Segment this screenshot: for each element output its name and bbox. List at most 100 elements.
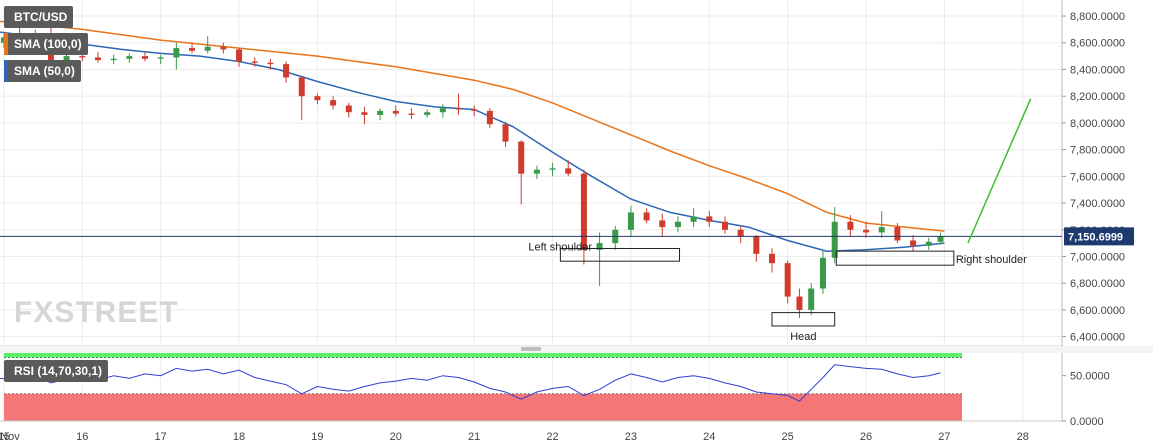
candle-body[interactable]: [565, 168, 572, 174]
price-tick-label: 8,800.0000: [1070, 11, 1125, 23]
pattern-label: Head: [790, 331, 816, 343]
candle-body[interactable]: [894, 227, 901, 241]
price-tick-label: 7,000.0000: [1070, 251, 1125, 263]
x-tick-label: 28: [1017, 431, 1029, 443]
candle-body[interactable]: [126, 56, 133, 59]
x-tick-label: 20: [390, 431, 402, 443]
candle-body[interactable]: [721, 221, 728, 230]
candle-body[interactable]: [659, 220, 666, 228]
candle-body[interactable]: [141, 56, 148, 59]
candle-body[interactable]: [251, 61, 258, 63]
price-tick-label: 6,800.0000: [1070, 278, 1125, 290]
candle-body[interactable]: [63, 56, 70, 61]
price-tick-label: 6,400.0000: [1070, 332, 1125, 344]
x-tick-label: 15: [0, 431, 10, 443]
candle-body[interactable]: [94, 57, 101, 61]
rsi-overbought-zone: [4, 353, 962, 358]
candle-body[interactable]: [330, 100, 337, 106]
candle-body[interactable]: [769, 253, 776, 264]
candle-body[interactable]: [925, 241, 932, 246]
candle-body[interactable]: [502, 124, 509, 142]
rsi-line: [0, 364, 941, 402]
x-tick-label: 17: [155, 431, 167, 443]
candle-body[interactable]: [283, 64, 290, 78]
candle-body[interactable]: [753, 236, 760, 254]
candle-body[interactable]: [596, 243, 603, 250]
candle-body[interactable]: [784, 263, 791, 297]
candle-body[interactable]: [377, 110, 384, 115]
candle-body[interactable]: [627, 212, 634, 230]
candle-body[interactable]: [439, 108, 446, 113]
candle-body[interactable]: [706, 216, 713, 222]
candle-body[interactable]: [690, 216, 697, 222]
pattern-label: Right shoulder: [956, 254, 1027, 266]
candle-body[interactable]: [408, 113, 415, 115]
rsi-tick-label: 50.0000: [1070, 371, 1110, 383]
pattern-label: Left shoulder: [528, 241, 592, 253]
candle-body[interactable]: [518, 141, 525, 174]
legend-rsi[interactable]: RSI (14,70,30,1): [4, 360, 109, 382]
candle-body[interactable]: [189, 48, 196, 51]
legend-symbol[interactable]: BTC/USD: [4, 6, 74, 28]
candle-body[interactable]: [808, 288, 815, 310]
price-tick-label: 6,600.0000: [1070, 305, 1125, 317]
x-tick-label: 25: [782, 431, 794, 443]
candle-body[interactable]: [819, 257, 826, 289]
price-tick-label: 8,600.0000: [1070, 38, 1125, 50]
candle-body[interactable]: [643, 212, 650, 221]
candle-body[interactable]: [267, 62, 274, 65]
x-tick-label: 16: [76, 431, 88, 443]
candle-body[interactable]: [878, 227, 885, 233]
pattern-box[interactable]: [771, 312, 836, 327]
candle-body[interactable]: [471, 109, 478, 111]
rsi-tick-label: 0.0000: [1070, 416, 1104, 428]
candle-body[interactable]: [580, 173, 587, 250]
pattern-box[interactable]: [559, 247, 681, 262]
candle-body[interactable]: [674, 221, 681, 228]
candle-body[interactable]: [549, 168, 556, 170]
candle-body[interactable]: [110, 58, 117, 61]
legend-sma100[interactable]: SMA (100,0): [4, 33, 88, 55]
candle-body[interactable]: [937, 236, 944, 242]
candle-body[interactable]: [314, 96, 321, 101]
price-tick-label: 7,600.0000: [1070, 171, 1125, 183]
x-tick-label: 19: [311, 431, 323, 443]
candle-body[interactable]: [79, 56, 86, 58]
price-tick-label: 7,400.0000: [1070, 198, 1125, 210]
candle-body[interactable]: [831, 221, 838, 258]
current-price-tag: [1064, 227, 1134, 246]
candle-body[interactable]: [298, 77, 305, 97]
candle-body[interactable]: [204, 46, 211, 51]
candle-body[interactable]: [863, 229, 870, 233]
price-tick-label: 8,200.0000: [1070, 91, 1125, 103]
price-plot-area: [0, 0, 1062, 346]
candle-body[interactable]: [392, 110, 399, 114]
x-tick-label: 23: [625, 431, 637, 443]
rsi-oversold-zone: [4, 393, 962, 421]
candle-body[interactable]: [173, 48, 180, 58]
candle-body[interactable]: [424, 112, 431, 115]
candle-body[interactable]: [220, 46, 227, 50]
candle-body[interactable]: [361, 112, 368, 115]
candle-body[interactable]: [157, 57, 164, 59]
candle-body[interactable]: [0, 37, 7, 43]
candle-body[interactable]: [486, 110, 493, 125]
candle-body[interactable]: [455, 108, 462, 110]
price-tick-label: 8,400.0000: [1070, 64, 1125, 76]
candle-body[interactable]: [737, 229, 744, 237]
candle-body[interactable]: [533, 169, 540, 174]
x-tick-label: 18: [233, 431, 245, 443]
current-price-label: 7,150.6999: [1068, 231, 1123, 243]
candle-body[interactable]: [796, 296, 803, 310]
pattern-box[interactable]: [835, 250, 955, 266]
x-tick-label: 24: [703, 431, 715, 443]
candle-body[interactable]: [847, 221, 854, 230]
candle-body[interactable]: [910, 240, 917, 246]
candle-body[interactable]: [345, 105, 352, 113]
candle-body[interactable]: [236, 49, 243, 62]
legend-sma50[interactable]: SMA (50,0): [4, 60, 81, 82]
pane-divider[interactable]: [0, 346, 1153, 353]
sma50-swatch: [4, 60, 8, 82]
x-tick-label: Nov: [0, 431, 20, 443]
